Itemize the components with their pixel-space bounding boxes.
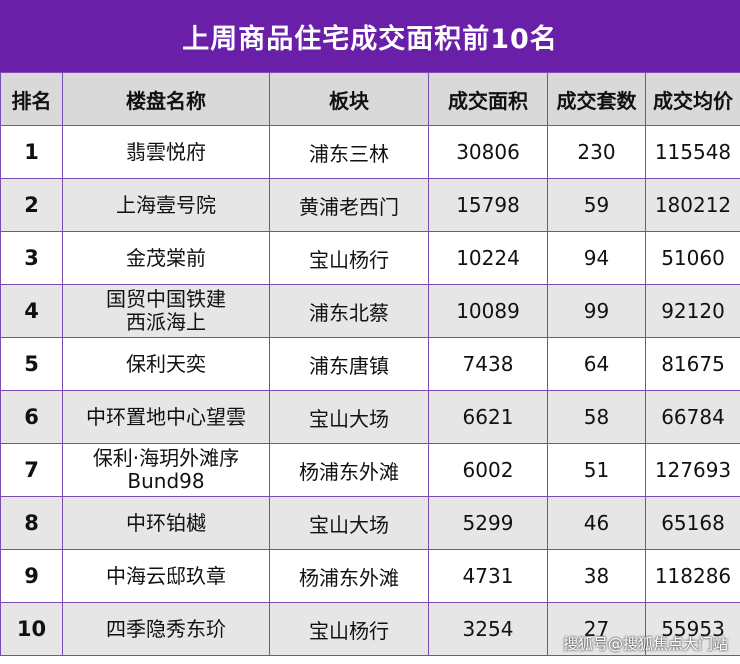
cell-deal-area: 7438: [428, 337, 548, 391]
cell-area: 宝山大场: [269, 496, 429, 550]
cell-area: 黄浦老西门: [269, 178, 429, 232]
cell-project-name: 金茂棠前: [62, 231, 270, 285]
table-row: 6 中环置地中心望雲 宝山大场 6621 58 66784: [0, 390, 740, 444]
header-deal-area: 成交面积: [428, 72, 548, 126]
cell-deal-area: 6621: [428, 390, 548, 444]
table-row: 2 上海壹号院 黄浦老西门 15798 59 180212: [0, 178, 740, 232]
cell-deal-area: 10224: [428, 231, 548, 285]
cell-deal-area: 30806: [428, 125, 548, 179]
cell-avg-price: 115548: [645, 125, 740, 179]
cell-deal-area: 5299: [428, 496, 548, 550]
cell-area: 宝山大场: [269, 390, 429, 444]
cell-project-name: 中环铂樾: [62, 496, 270, 550]
table-row: 5 保利天奕 浦东唐镇 7438 64 81675: [0, 337, 740, 391]
header-deal-units: 成交套数: [547, 72, 646, 126]
cell-area: 浦东三林: [269, 125, 429, 179]
cell-project-name: 保利·海玥外滩序 Bund98: [62, 443, 270, 497]
cell-project-name: 中海云邸玖章: [62, 549, 270, 603]
header-area: 板块: [269, 72, 429, 126]
cell-deal-units: 64: [547, 337, 646, 391]
table-row: 9 中海云邸玖章 杨浦东外滩 4731 38 118286: [0, 549, 740, 603]
cell-rank: 1: [0, 125, 63, 179]
header-name: 楼盘名称: [62, 72, 270, 126]
cell-deal-area: 3254: [428, 602, 548, 656]
cell-deal-units: 38: [547, 549, 646, 603]
cell-avg-price: 92120: [645, 284, 740, 338]
cell-deal-units: 46: [547, 496, 646, 550]
table-header-row: 排名 楼盘名称 板块 成交面积 成交套数 成交均价: [0, 72, 740, 126]
cell-avg-price: 118286: [645, 549, 740, 603]
cell-area: 浦东北蔡: [269, 284, 429, 338]
header-rank: 排名: [0, 72, 63, 126]
cell-avg-price: 81675: [645, 337, 740, 391]
table-row: 7 保利·海玥外滩序 Bund98 杨浦东外滩 6002 51 127693: [0, 443, 740, 497]
page-title: 上周商品住宅成交面积前10名: [0, 0, 740, 72]
cell-rank: 3: [0, 231, 63, 285]
cell-deal-area: 10089: [428, 284, 548, 338]
cell-avg-price: 66784: [645, 390, 740, 444]
cell-area: 杨浦东外滩: [269, 443, 429, 497]
table-row: 4 国贸中国铁建 西派海上 浦东北蔡 10089 99 92120: [0, 284, 740, 338]
cell-area: 杨浦东外滩: [269, 549, 429, 603]
cell-deal-units: 27: [547, 602, 646, 656]
cell-project-name: 保利天奕: [62, 337, 270, 391]
cell-avg-price: 51060: [645, 231, 740, 285]
cell-deal-units: 59: [547, 178, 646, 232]
watermark: 搜狐号@搜狐焦点大门站: [562, 635, 728, 653]
cell-deal-units: 94: [547, 231, 646, 285]
cell-project-name: 上海壹号院: [62, 178, 270, 232]
table-row: 3 金茂棠前 宝山杨行 10224 94 51060: [0, 231, 740, 285]
cell-project-name: 中环置地中心望雲: [62, 390, 270, 444]
cell-rank: 9: [0, 549, 63, 603]
cell-avg-price: 65168: [645, 496, 740, 550]
cell-avg-price: 127693: [645, 443, 740, 497]
cell-area: 宝山杨行: [269, 231, 429, 285]
cell-deal-units: 99: [547, 284, 646, 338]
cell-avg-price: 55953: [645, 602, 740, 656]
ranking-table: 排名 楼盘名称 板块 成交面积 成交套数 成交均价 1 翡雲悦府 浦东三林 30806…: [0, 72, 740, 656]
cell-rank: 7: [0, 443, 63, 497]
cell-deal-area: 4731: [428, 549, 548, 603]
cell-area: 浦东唐镇: [269, 337, 429, 391]
cell-project-name: 翡雲悦府: [62, 125, 270, 179]
table-row: 8 中环铂樾 宝山大场 5299 46 65168: [0, 496, 740, 550]
cell-deal-units: 58: [547, 390, 646, 444]
cell-area: 宝山杨行: [269, 602, 429, 656]
table-row: 10 四季隐秀东玠 宝山杨行 3254 27 55953: [0, 602, 740, 656]
cell-project-name: 四季隐秀东玠: [62, 602, 270, 656]
header-avg-price: 成交均价: [645, 72, 740, 126]
cell-deal-units: 51: [547, 443, 646, 497]
cell-rank: 5: [0, 337, 63, 391]
cell-deal-units: 230: [547, 125, 646, 179]
cell-deal-area: 6002: [428, 443, 548, 497]
cell-project-name: 国贸中国铁建 西派海上: [62, 284, 270, 338]
table-row: 1 翡雲悦府 浦东三林 30806 230 115548: [0, 125, 740, 179]
cell-rank: 8: [0, 496, 63, 550]
cell-rank: 10: [0, 602, 63, 656]
cell-rank: 6: [0, 390, 63, 444]
cell-avg-price: 180212: [645, 178, 740, 232]
cell-rank: 2: [0, 178, 63, 232]
cell-rank: 4: [0, 284, 63, 338]
cell-deal-area: 15798: [428, 178, 548, 232]
